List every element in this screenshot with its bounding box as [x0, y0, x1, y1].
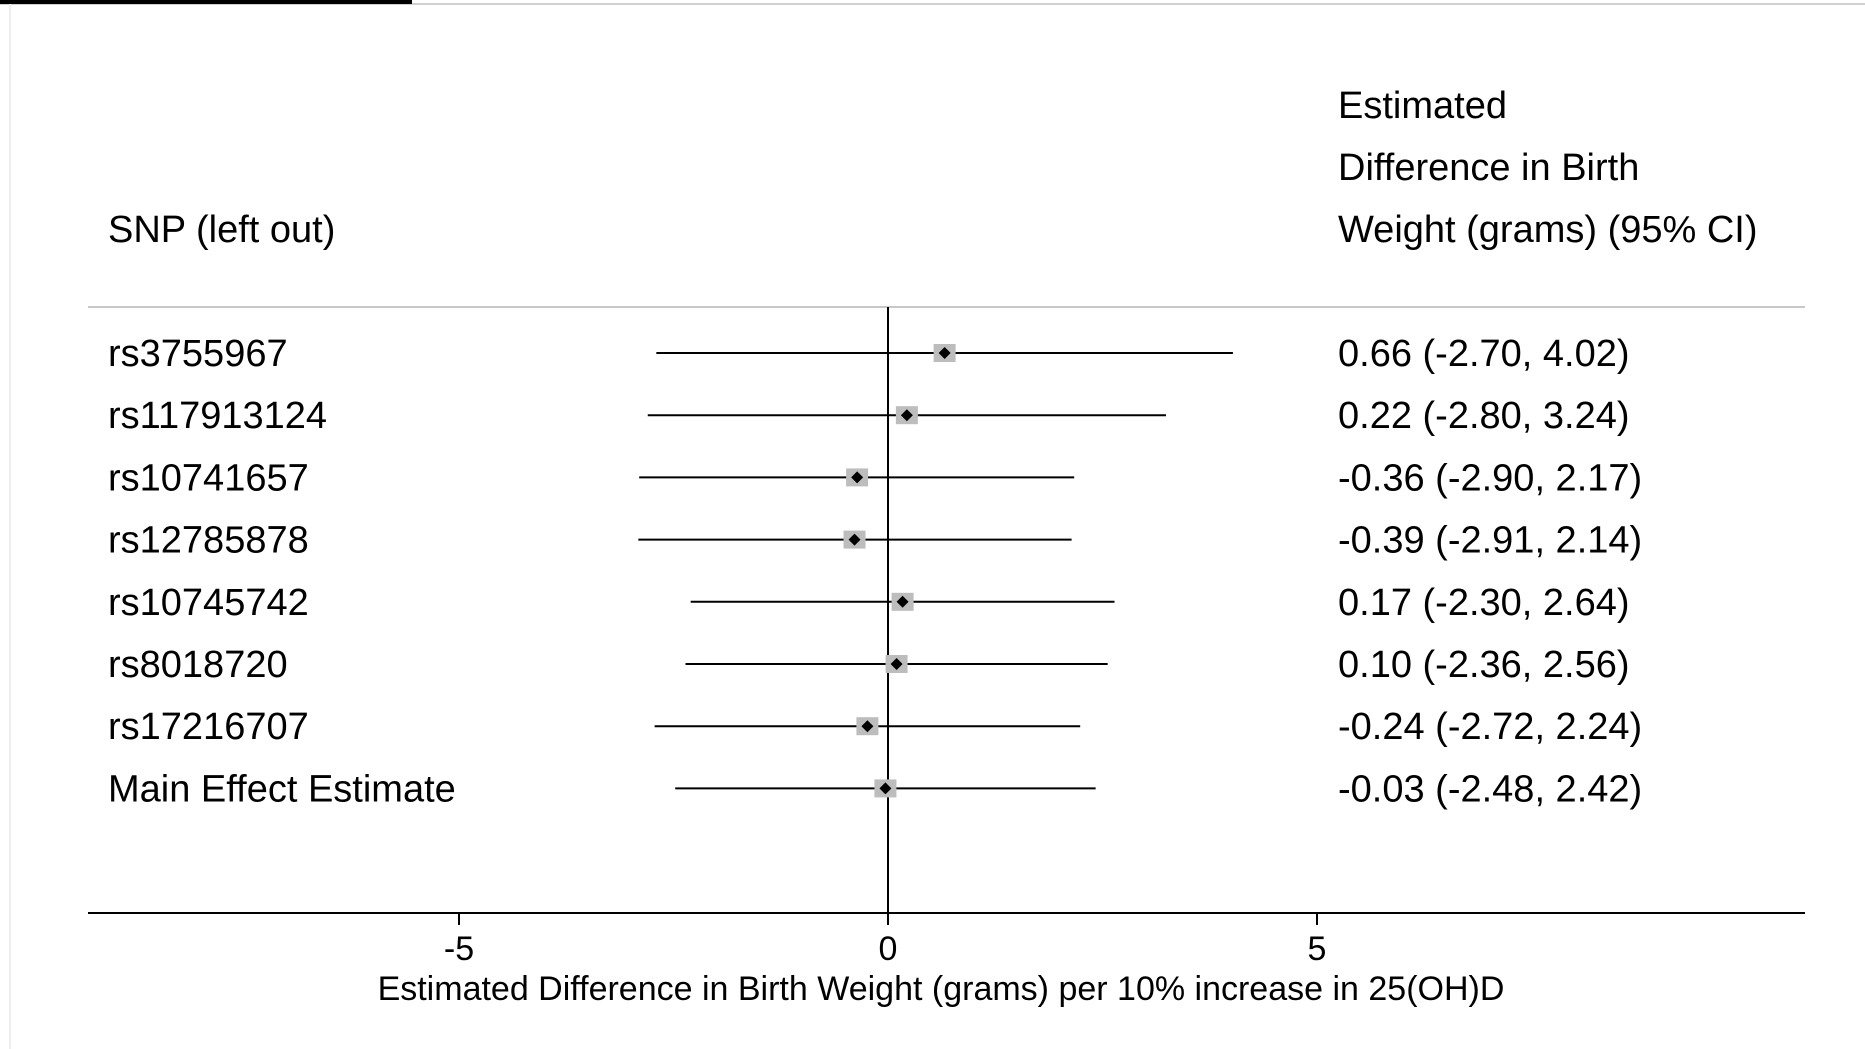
estimate-ci-text: -0.24 (-2.72, 2.24)	[1338, 706, 1642, 748]
estimate-ci-text: 0.66 (-2.70, 4.02)	[1338, 333, 1630, 375]
row-label: rs17216707	[108, 706, 309, 748]
point-estimate-marker	[896, 595, 909, 608]
forest-row: rs17216707 -0.24 (-2.72, 2.24)	[108, 706, 1642, 748]
x-tick-label: 0	[879, 930, 898, 968]
x-axis: -5 0 5	[88, 912, 1805, 968]
x-tick-label: -5	[444, 930, 474, 968]
row-label: rs8018720	[108, 644, 288, 686]
right-column-header-line-3: Weight (grams) (95% CI)	[1338, 209, 1758, 251]
rows-layer: rs3755967 0.66 (-2.70, 4.02) rs117913124 0.…	[108, 307, 1642, 913]
forest-row: Main Effect Estimate -0.03 (-2.48, 2.42)	[108, 768, 1642, 810]
forest-row: rs10745742 0.17 (-2.30, 2.64)	[108, 582, 1630, 624]
estimate-ci-text: -0.03 (-2.48, 2.42)	[1338, 768, 1642, 810]
estimate-ci-text: 0.10 (-2.36, 2.56)	[1338, 644, 1630, 686]
estimate-ci-text: 0.22 (-2.80, 3.24)	[1338, 395, 1630, 437]
estimate-ci-text: 0.17 (-2.30, 2.64)	[1338, 582, 1630, 624]
estimate-ci-text: -0.39 (-2.91, 2.14)	[1338, 520, 1642, 562]
left-column-header: SNP (left out)	[108, 209, 335, 251]
forest-row: rs12785878 -0.39 (-2.91, 2.14)	[108, 520, 1642, 562]
point-estimate-marker	[879, 782, 892, 795]
estimate-ci-text: -0.36 (-2.90, 2.17)	[1338, 457, 1642, 499]
point-estimate-marker	[851, 471, 864, 484]
point-estimate-marker	[938, 347, 951, 359]
forest-row: rs117913124 0.22 (-2.80, 3.24)	[108, 395, 1630, 437]
point-estimate-marker	[861, 720, 874, 733]
x-axis-title: Estimated Difference in Birth Weight (gr…	[378, 970, 1505, 1008]
x-tick-label: 5	[1308, 930, 1327, 968]
row-label: Main Effect Estimate	[108, 768, 456, 810]
row-label: rs117913124	[108, 395, 327, 437]
point-estimate-marker	[890, 658, 903, 670]
row-label: rs3755967	[108, 333, 288, 375]
row-label: rs10745742	[108, 582, 309, 624]
point-estimate-marker	[900, 409, 913, 422]
forest-row: rs10741657 -0.36 (-2.90, 2.17)	[108, 457, 1642, 499]
forest-row: rs3755967 0.66 (-2.70, 4.02)	[108, 333, 1630, 375]
row-label: rs12785878	[108, 520, 309, 562]
row-label: rs10741657	[108, 457, 309, 499]
point-estimate-marker	[848, 533, 861, 546]
right-column-header-line-2: Difference in Birth	[1338, 147, 1639, 189]
right-column-header-line-1: Estimated	[1338, 85, 1507, 127]
forest-row: rs8018720 0.10 (-2.36, 2.56)	[108, 644, 1630, 686]
